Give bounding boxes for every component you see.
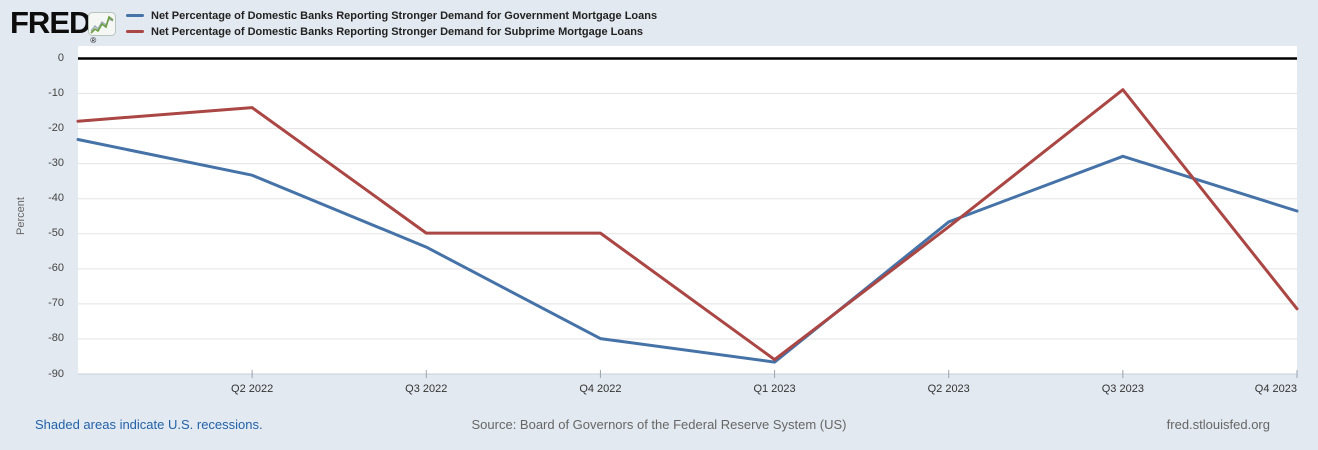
y-tick-label: -80 (48, 332, 64, 345)
recessions-note-link[interactable]: Shaded areas indicate U.S. recessions. (35, 417, 263, 432)
legend-label: Net Percentage of Domestic Banks Reporti… (151, 25, 644, 38)
legend-swatch-icon (126, 14, 144, 17)
x-tick-label: Q3 2023 (1101, 383, 1144, 395)
y-tick-label: -40 (48, 192, 64, 205)
x-tick-label: Q4 2022 (579, 383, 622, 395)
fred-logo[interactable]: FRED® (10, 6, 96, 58)
fred-sparkline-icon (88, 12, 116, 36)
plot-area[interactable] (78, 46, 1297, 374)
series-line-0[interactable] (76, 138, 1299, 364)
x-tick-label: Q3 2022 (405, 383, 448, 395)
x-tick-label: Q2 2022 (231, 383, 274, 395)
source-text: Source: Board of Governors of the Federa… (471, 417, 847, 432)
fred-site-link[interactable]: fred.stlouisfed.org (1166, 417, 1270, 432)
y-tick-label: -60 (48, 262, 64, 275)
y-tick-label: -30 (48, 157, 64, 170)
y-tick-label: -70 (48, 297, 64, 310)
y-tick-label: -10 (48, 87, 64, 100)
y-tick-label: -90 (48, 367, 64, 380)
legend-label: Net Percentage of Domestic Banks Reporti… (151, 9, 658, 22)
registered-trademark-icon: ® (90, 36, 97, 45)
legend-swatch-icon (126, 30, 144, 33)
series-line-1[interactable] (76, 88, 1299, 362)
chart-legend: Net Percentage of Domestic Banks Reporti… (126, 8, 657, 39)
legend-item-0[interactable]: Net Percentage of Domestic Banks Reporti… (126, 8, 657, 23)
fred-logo-text: FRED (10, 5, 91, 40)
y-tick-label: 0 (57, 52, 64, 64)
y-tick-label: -50 (48, 227, 64, 240)
legend-item-1[interactable]: Net Percentage of Domestic Banks Reporti… (126, 24, 657, 39)
y-tick-label: -20 (48, 122, 64, 135)
x-tick-label: Q2 2023 (927, 383, 970, 395)
x-tick-label: Q4 2023 (1254, 383, 1297, 395)
x-tick-label: Q1 2023 (753, 383, 796, 395)
